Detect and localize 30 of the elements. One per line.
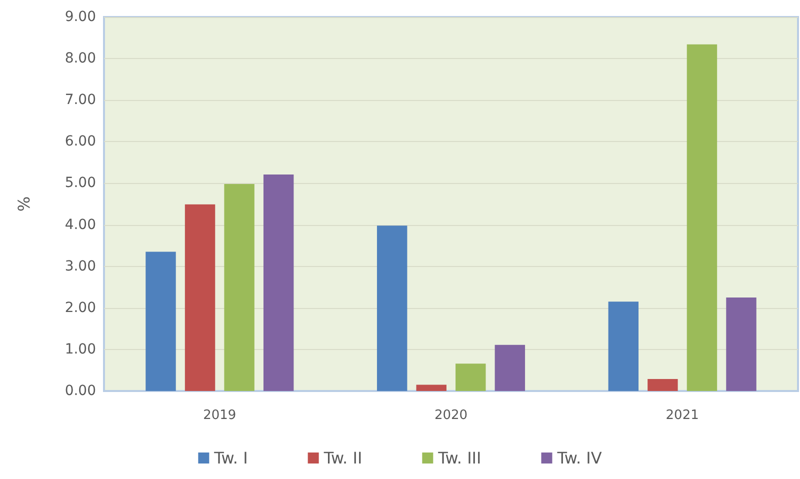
y-tick-label: 2.00 <box>64 300 96 316</box>
bar <box>184 204 216 391</box>
legend-label: Tw. IV <box>556 448 602 468</box>
y-tick-label: 1.00 <box>64 341 96 358</box>
bar <box>146 252 176 391</box>
x-tick-label: 2021 <box>666 408 699 423</box>
legend-label: Tw. III <box>437 448 482 468</box>
bar <box>726 298 756 391</box>
legend-label: Tw. II <box>322 448 362 468</box>
x-tick-label: 2019 <box>203 408 236 423</box>
bar <box>263 174 294 391</box>
bar <box>648 378 678 391</box>
legend-label: Tw. I <box>213 448 248 468</box>
y-tick-label: 8.00 <box>64 50 96 67</box>
y-tick-label: 4.00 <box>64 216 96 233</box>
bar <box>376 226 408 391</box>
y-axis-title: % <box>14 196 34 212</box>
x-tick-label: 2020 <box>434 408 468 423</box>
y-tick-label: 3.00 <box>64 258 96 274</box>
bar <box>456 364 486 391</box>
y-tick-label: 0.00 <box>64 383 96 399</box>
y-tick-label: 6.00 <box>64 134 96 150</box>
bar <box>686 44 718 391</box>
y-tick-label: 7.00 <box>64 92 96 108</box>
y-tick-label: 9.00 <box>64 9 96 25</box>
bar <box>608 302 639 391</box>
bar <box>416 384 446 391</box>
y-tick-label: 5.00 <box>64 175 96 192</box>
bar <box>224 184 254 391</box>
bar <box>494 344 526 391</box>
